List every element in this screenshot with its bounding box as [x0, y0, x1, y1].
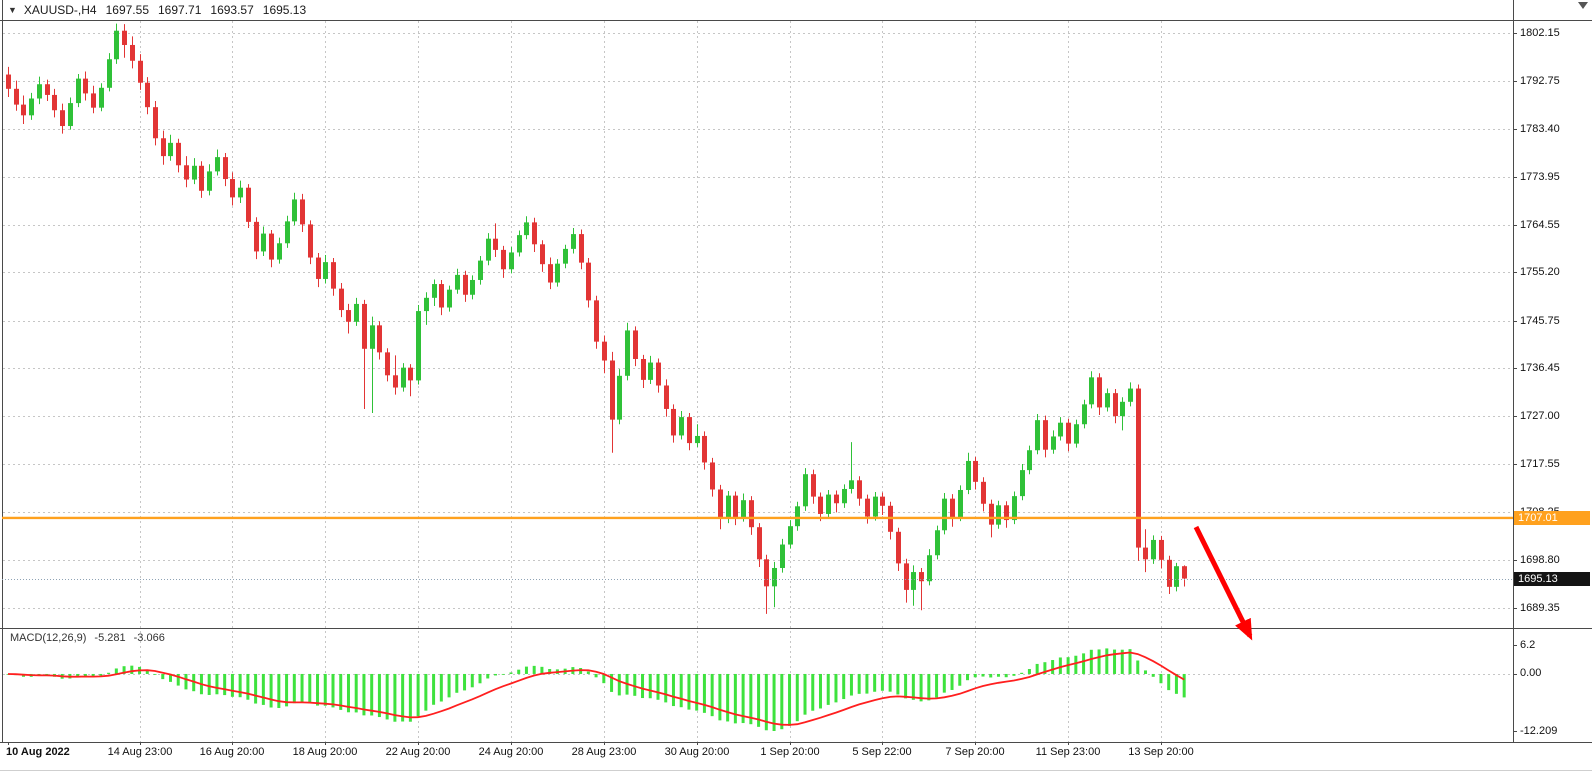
time-axis-label: 11 Sep 23:00: [1035, 746, 1101, 758]
quote-open: 1697.55: [105, 3, 149, 17]
price-axis-label: 1736.45: [1520, 362, 1560, 374]
time-axis-label: 16 Aug 20:00: [199, 746, 265, 758]
macd-signal-value: -3.066: [133, 632, 165, 644]
quote-close: 1695.13: [262, 3, 307, 17]
time-axis-label: 10 Aug 2022: [6, 746, 70, 758]
time-axis-label: 30 Aug 20:00: [664, 746, 730, 758]
time-axis-label: 13 Sep 20:00: [1128, 746, 1194, 758]
macd-name: MACD(12,26,9): [10, 632, 87, 644]
price-axis[interactable]: 1802.15 1792.75 1783.40 1773.95 1764.55 1755.…: [1514, 0, 1592, 742]
time-axis-label: 22 Aug 20:00: [385, 746, 451, 758]
time-axis-label: 24 Aug 20:00: [478, 746, 544, 758]
trend-arrow-annotation[interactable]: [1193, 525, 1253, 641]
quote-low: 1693.57: [210, 3, 254, 17]
chart-shift-marker-icon[interactable]: [1578, 2, 1588, 9]
time-axis-label: 1 Sep 20:00: [760, 746, 820, 758]
price-axis-label: 1727.00: [1520, 410, 1560, 422]
price-axis-label: 1792.75: [1520, 75, 1560, 87]
macd-axis-label: 6.2: [1520, 638, 1536, 651]
time-axis-label: 18 Aug 20:00: [292, 746, 358, 758]
macd-indicator-label: MACD(12,26,9) -5.281 -3.066: [10, 632, 165, 644]
symbol-period-label[interactable]: XAUUSD-,H4: [23, 3, 97, 17]
price-axis-label: 1745.75: [1520, 315, 1560, 327]
chart-frame: [0, 0, 1592, 745]
price-axis-label: 1755.20: [1520, 266, 1560, 278]
time-axis[interactable]: 10 Aug 2022 14 Aug 23:00 16 Aug 20:00 18 Au…: [0, 743, 1592, 772]
macd-signal-line: [7, 651, 1185, 726]
macd-main-value: -5.281: [94, 632, 126, 644]
chart-info-bar: ▼ XAUUSD-,H4 1697.55 1697.71 1693.57 169…: [8, 3, 306, 17]
quote-high: 1697.71: [158, 3, 202, 17]
symbol-dropdown-icon[interactable]: ▼: [8, 5, 17, 15]
price-axis-label: 1689.35: [1520, 602, 1560, 614]
price-axis-label: 1783.40: [1520, 123, 1560, 135]
macd-axis-label: 0.00: [1520, 667, 1542, 680]
time-axis-label: 7 Sep 20:00: [945, 746, 1005, 758]
last-price-badge: 1695.13: [1514, 572, 1590, 586]
time-axis-label: 5 Sep 22:00: [852, 746, 912, 758]
time-axis-label: 28 Aug 23:00: [571, 746, 637, 758]
price-axis-label: 1717.55: [1520, 458, 1560, 470]
macd-histogram: [6, 648, 1186, 731]
candles: [6, 23, 1187, 614]
window-bottom-edge: [0, 770, 1592, 771]
hline-price-badge: 1707.01: [1514, 510, 1590, 525]
time-axis-label: 14 Aug 23:00: [107, 746, 173, 758]
macd-axis-label: -12.209: [1520, 724, 1558, 737]
price-axis-label: 1698.80: [1520, 554, 1560, 566]
gridlines: [3, 21, 1513, 742]
price-axis-label: 1802.15: [1520, 27, 1560, 39]
price-axis-label: 1764.55: [1520, 219, 1560, 231]
price-axis-label: 1773.95: [1520, 171, 1560, 183]
